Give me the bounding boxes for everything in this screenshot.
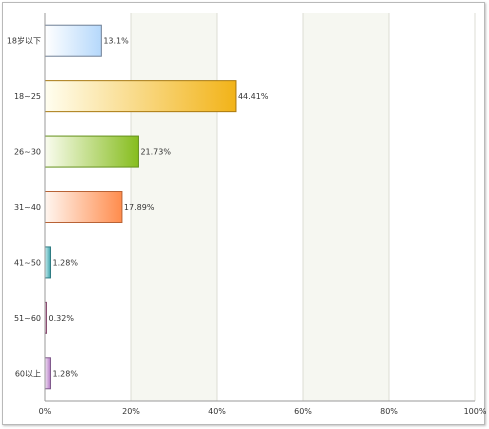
bar (44, 246, 52, 279)
value-label: 13.1% (103, 37, 129, 46)
bar (44, 357, 52, 390)
bar (44, 191, 123, 223)
grid-band (131, 13, 217, 401)
bar (44, 135, 139, 168)
value-label: 0.32% (49, 314, 75, 323)
bars (44, 24, 237, 390)
grid-band (303, 13, 389, 401)
bar-chart: 18岁以下 18~25 26~30 31~40 41~50 51~60 60以上 13.1%… (7, 13, 486, 416)
value-label: 21.73% (140, 148, 171, 157)
value-labels: 13.1% 44.41% 21.73% 17.89% 1.28% 0.32% 1.28% (49, 37, 269, 379)
category-label: 31~40 (14, 203, 41, 212)
x-tick-label: 0% (39, 407, 52, 416)
category-labels: 18岁以下 18~25 26~30 31~40 41~50 51~60 60以上 (7, 36, 41, 379)
x-tick-labels: 0% 20% 40% 60% 80% 100% (39, 407, 486, 416)
gridlines (130, 13, 476, 401)
chart-frame: 18岁以下 18~25 26~30 31~40 41~50 51~60 60以上 13.1%… (2, 2, 486, 425)
value-label: 1.28% (53, 369, 79, 378)
category-label: 26~30 (14, 148, 41, 157)
x-tick-label: 80% (380, 407, 398, 416)
value-label: 17.89% (124, 203, 155, 212)
bar (44, 80, 237, 113)
x-tick-label: 20% (122, 407, 140, 416)
category-label: 51~60 (14, 314, 41, 323)
x-tick-label: 60% (294, 407, 312, 416)
x-tick-label: 100% (464, 407, 486, 416)
x-tick-label: 40% (208, 407, 226, 416)
category-label: 60以上 (15, 369, 41, 378)
value-label: 44.41% (238, 92, 269, 101)
alternating-bands (131, 13, 389, 401)
category-label: 18~25 (14, 92, 41, 101)
value-label: 1.28% (53, 258, 79, 267)
bar (44, 24, 102, 57)
category-label: 41~50 (14, 258, 41, 267)
category-label: 18岁以下 (7, 36, 41, 46)
